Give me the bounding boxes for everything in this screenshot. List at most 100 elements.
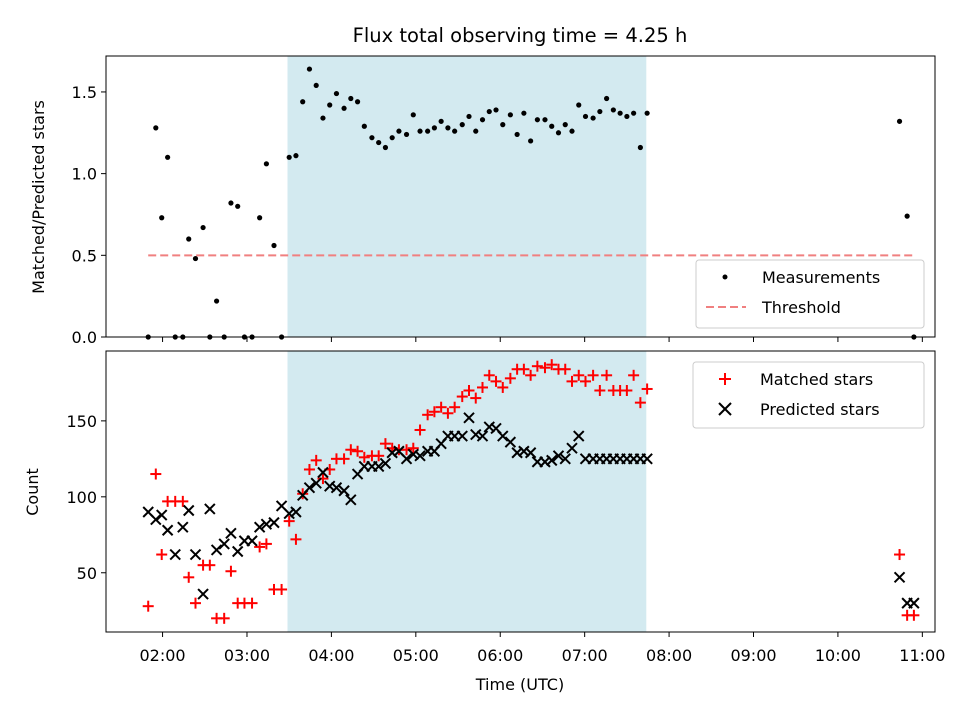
measurement-point: [235, 203, 241, 209]
bottom-axes-frame: [105, 350, 936, 633]
measurement-point: [896, 118, 903, 124]
measurement-point: [486, 108, 492, 115]
matched-star-point: [254, 541, 266, 553]
matched-star-point: [225, 565, 237, 577]
measurement-point: [479, 117, 486, 123]
matched-star-point: [246, 597, 258, 609]
matched-star-point: [156, 549, 168, 561]
matched-star-point: [428, 406, 440, 418]
measurement-point: [293, 153, 299, 159]
measurement-point: [631, 110, 637, 116]
legend-predicted-marker: [718, 402, 732, 416]
matched-star-point: [504, 372, 516, 384]
predicted-star-point: [253, 521, 266, 533]
matched-star-point: [456, 391, 468, 403]
matched-star-point: [594, 384, 606, 396]
matched-star-point: [422, 409, 434, 421]
measurement-point: [562, 122, 568, 128]
predicted-star-point: [470, 428, 482, 441]
predicted-star-point: [463, 412, 475, 424]
bottom-observing-window: [287, 351, 647, 632]
matched-star-point: [628, 369, 640, 381]
measurement-point: [376, 139, 382, 146]
matched-star-point: [559, 363, 571, 375]
measurement-point: [369, 135, 375, 141]
measurement-point: [186, 236, 192, 242]
x-tick-label: 11:00: [899, 646, 945, 665]
matched-star-point: [276, 583, 288, 595]
predicted-star-point: [497, 430, 509, 442]
x-tick-label: 05:00: [393, 646, 439, 665]
top-y-tick-label: 1.0: [72, 165, 97, 184]
x-tick-label: 02:00: [140, 646, 186, 665]
predicted-star-point: [290, 506, 302, 518]
measurement-point: [228, 200, 234, 206]
measurement-point: [617, 110, 623, 116]
predicted-star-point: [483, 421, 495, 433]
x-tick-label: 06:00: [477, 646, 523, 665]
measurement-point: [644, 110, 650, 116]
measurement-point: [300, 99, 306, 105]
matched-star-point: [142, 600, 154, 612]
matched-star-point: [177, 495, 189, 507]
predicted-star-point: [908, 597, 920, 609]
matched-star-point: [908, 609, 920, 621]
predicted-star-point: [552, 450, 565, 462]
measurement-point: [604, 95, 610, 102]
chart-title: Flux total observing time = 4.25 h: [353, 24, 688, 47]
matched-star-point: [150, 468, 162, 480]
predicted-star-point: [456, 430, 468, 442]
matched-star-point: [546, 359, 558, 371]
measurement-point: [582, 113, 589, 120]
measurement-point: [459, 122, 465, 128]
bottom-legend: Matched stars Predicted stars: [692, 361, 925, 429]
x-tick-label: 03:00: [224, 646, 270, 665]
matched-star-point: [573, 369, 585, 381]
matched-star-point: [497, 381, 509, 393]
top-y-tick-label: 0.5: [72, 246, 97, 265]
matched-star-point: [894, 549, 906, 561]
measurement-point: [549, 123, 555, 129]
predicted-star-point: [407, 448, 419, 460]
measurement-point: [327, 102, 333, 108]
measurement-point: [452, 128, 458, 134]
measurement-point: [500, 122, 506, 128]
measurement-point: [528, 138, 534, 144]
matched-star-point: [204, 559, 216, 571]
x-tick-label: 09:00: [730, 646, 776, 665]
matched-star-point: [539, 362, 551, 374]
measurement-point: [213, 298, 220, 304]
matched-star-point: [290, 533, 302, 545]
matched-star-point: [490, 375, 502, 387]
measurement-point: [333, 90, 340, 97]
x-tick-label: 07:00: [562, 646, 608, 665]
measurement-point: [382, 144, 389, 151]
predicted-star-point: [317, 466, 329, 479]
matched-star-point: [338, 453, 350, 465]
bottom-panel: 50 100 150 Count Matched stars Predicted s…: [23, 350, 936, 633]
matched-star-point: [358, 451, 370, 463]
matched-star-point: [317, 473, 329, 485]
predicted-star-point: [559, 453, 571, 465]
predicted-star-point: [511, 447, 523, 459]
measurement-point: [425, 128, 431, 134]
predicted-star-point: [218, 538, 230, 550]
measurement-point: [610, 107, 616, 113]
measurement-point: [348, 95, 354, 102]
measurement-point: [431, 125, 437, 131]
top-legend: Measurements Threshold: [695, 259, 925, 329]
x-tick-label: 04:00: [308, 646, 354, 665]
legend-measurements-label: Measurements: [762, 268, 880, 287]
matched-star-point: [580, 375, 592, 387]
matched-star-point: [373, 450, 385, 462]
predicted-star-point: [310, 477, 322, 489]
measurement-point: [542, 117, 548, 123]
predicted-star-point: [210, 544, 223, 556]
matched-star-point: [379, 438, 391, 450]
predicted-star-point: [573, 430, 585, 442]
matched-star-point: [183, 571, 195, 583]
measurement-point: [597, 108, 603, 115]
predicted-star-point: [330, 481, 343, 494]
measurement-point: [271, 242, 277, 249]
